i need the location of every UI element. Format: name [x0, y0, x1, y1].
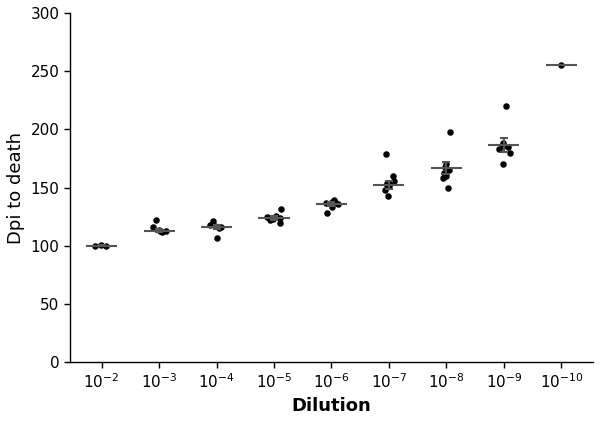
Point: [154, 226, 164, 233]
Point: [498, 140, 508, 147]
Point: [383, 192, 393, 199]
Point: [384, 183, 394, 190]
X-axis label: Dilution: Dilution: [292, 397, 371, 415]
Point: [445, 128, 455, 135]
Y-axis label: Dpi to death: Dpi to death: [7, 132, 25, 243]
Point: [384, 181, 394, 187]
Point: [275, 214, 285, 221]
Point: [389, 177, 399, 184]
Point: [205, 222, 215, 228]
Point: [216, 224, 226, 231]
Point: [440, 163, 449, 170]
Point: [439, 169, 449, 176]
Point: [557, 62, 566, 69]
Point: [214, 225, 224, 232]
Point: [101, 243, 110, 249]
Point: [91, 243, 100, 249]
Point: [321, 200, 331, 206]
Point: [276, 205, 286, 212]
Point: [275, 219, 285, 226]
Point: [148, 224, 157, 231]
Point: [327, 198, 337, 205]
Point: [382, 180, 392, 187]
Point: [155, 227, 164, 234]
Point: [158, 229, 167, 235]
Point: [271, 212, 280, 219]
Point: [268, 216, 278, 222]
Point: [161, 227, 171, 234]
Point: [323, 210, 332, 216]
Point: [96, 241, 106, 248]
Point: [441, 173, 451, 179]
Point: [501, 103, 511, 109]
Point: [494, 146, 504, 153]
Point: [498, 161, 508, 168]
Point: [444, 167, 454, 173]
Point: [262, 214, 272, 220]
Point: [505, 149, 515, 156]
Point: [498, 142, 508, 149]
Point: [380, 187, 389, 193]
Point: [328, 204, 337, 211]
Point: [333, 200, 343, 207]
Point: [331, 198, 340, 205]
Point: [209, 218, 218, 225]
Point: [443, 184, 452, 191]
Point: [210, 223, 220, 230]
Point: [382, 151, 391, 157]
Point: [503, 143, 512, 150]
Point: [212, 234, 221, 241]
Point: [441, 161, 451, 168]
Point: [439, 175, 448, 182]
Point: [151, 217, 160, 224]
Point: [329, 197, 339, 204]
Point: [388, 173, 398, 179]
Point: [265, 217, 275, 224]
Point: [382, 182, 392, 189]
